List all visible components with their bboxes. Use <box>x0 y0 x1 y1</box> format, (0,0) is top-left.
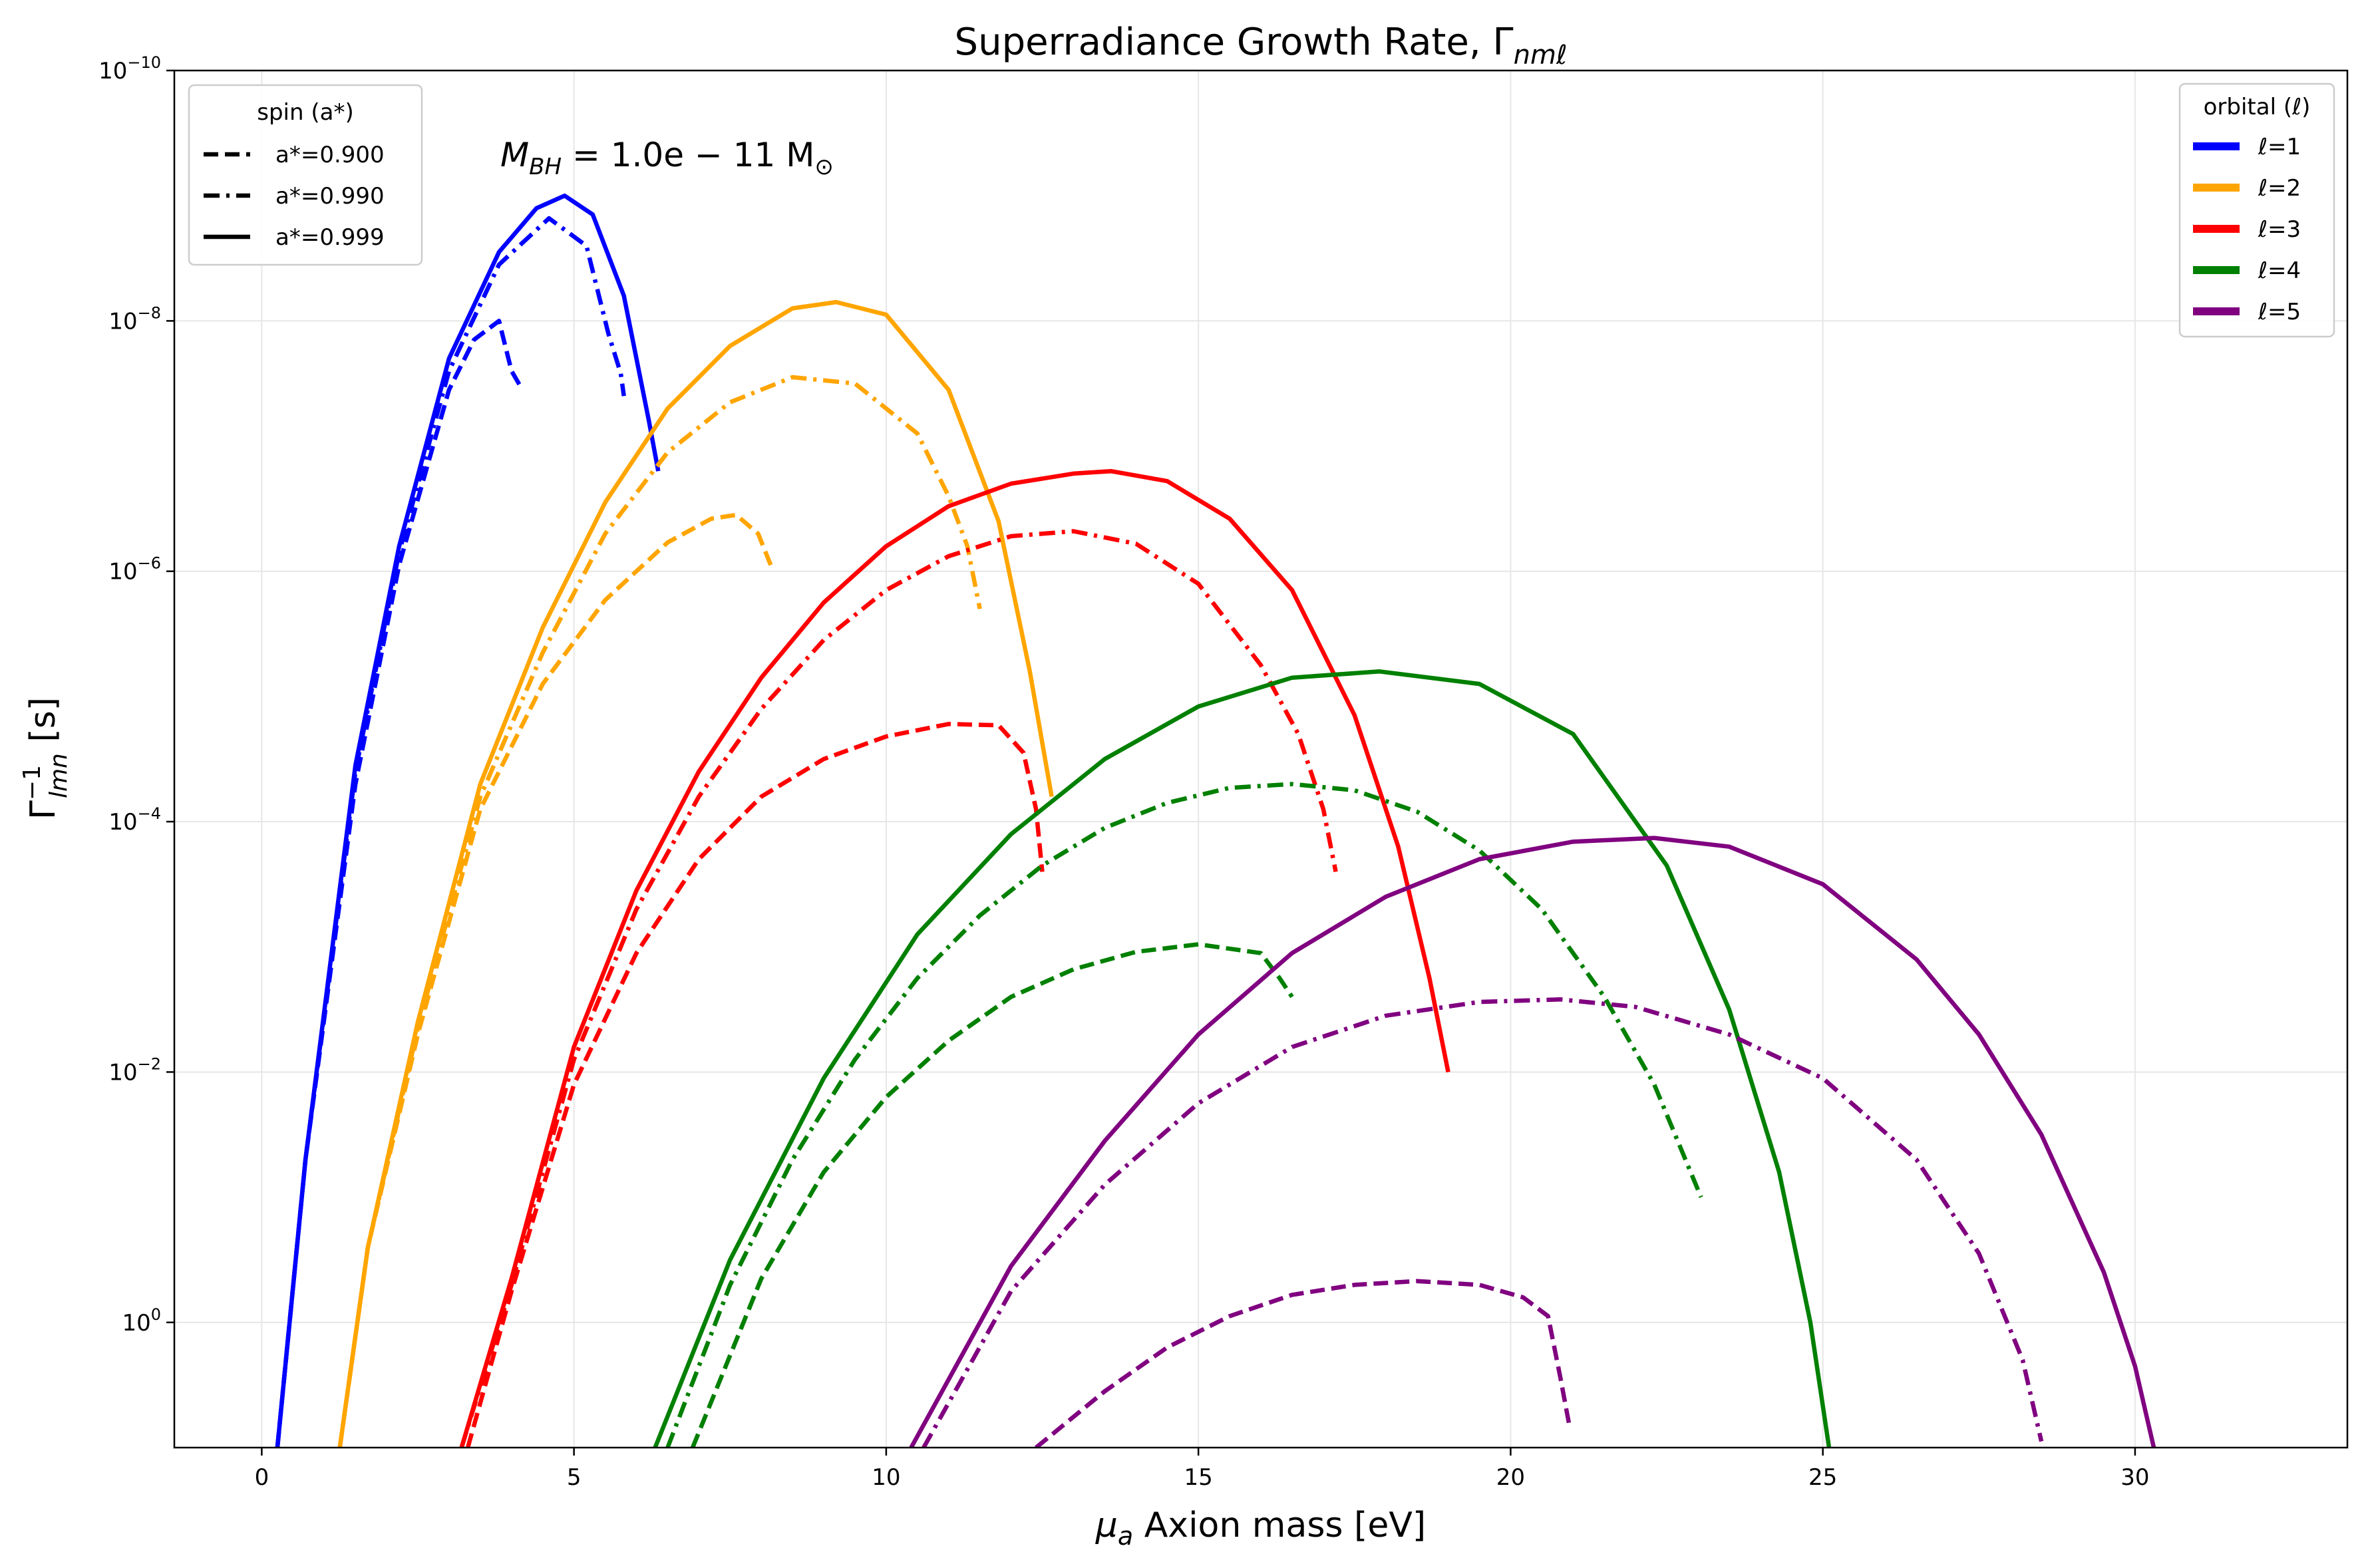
x-tick-label: 10 <box>872 1464 900 1491</box>
x-axis-label-text: Axion mass [eV] <box>1133 1505 1426 1545</box>
series-line-l2-spin-solid <box>337 299 1054 1448</box>
series-line-l5-spin-solid <box>909 836 2156 1448</box>
mass-annotation-sun: ⊙ <box>814 154 834 180</box>
mass-annotation-subscript: BH <box>529 154 562 180</box>
legend-spin-title: spin (a*) <box>257 99 353 126</box>
x-tick-label: 15 <box>1184 1464 1213 1491</box>
x-tick-label: 0 <box>255 1464 269 1491</box>
series-line-l5-spin-dashed <box>1035 1279 1572 1448</box>
x-axis-ticks: 0 5 10 15 20 25 30 <box>255 1448 2150 1491</box>
series-line-l4-spin-solid <box>653 669 1832 1448</box>
x-tick-label: 25 <box>1808 1464 1837 1491</box>
legend-orbital-label: ℓ=4 <box>2258 257 2301 284</box>
x-axis-label: μa Axion mass [eV] <box>1095 1505 1426 1551</box>
y-tick-label: 10−8 <box>108 303 161 335</box>
legend-spin-label: a*=0.900 <box>275 142 385 168</box>
legend-orbital-label: ℓ=1 <box>2258 134 2301 160</box>
legend-spin-label: a*=0.999 <box>275 224 385 251</box>
series-line-l5-spin-dashdot <box>922 997 2044 1448</box>
legend-orbital-label: ℓ=3 <box>2258 216 2301 243</box>
y-axis-label-symbol: Γ <box>23 800 63 820</box>
legend-spin: spin (a*) a*=0.900 a*=0.990 a*=0.999 <box>188 84 423 266</box>
series-line-l4-spin-dashed <box>690 942 1294 1448</box>
legend-orbital-label: ℓ=5 <box>2258 299 2301 325</box>
series-line-l4-spin-dashdot <box>665 782 1703 1448</box>
legend-spin-label: a*=0.990 <box>275 183 385 210</box>
y-tick-label: 10−10 <box>98 53 161 84</box>
x-tick-label: 30 <box>2120 1464 2149 1491</box>
legend-orbital-title: orbital (ℓ) <box>2204 94 2311 120</box>
series-line-l3-spin-dashed <box>465 722 1045 1448</box>
x-axis-label-symbol: μ <box>1095 1505 1118 1545</box>
plot-area <box>275 193 2156 1448</box>
chart-title-subscript: nmℓ <box>1514 40 1568 71</box>
mass-annotation: MBH = 1.0e − 11 M⊙ <box>500 136 834 180</box>
y-tick-label: 10−2 <box>108 1054 161 1086</box>
y-axis-ticks: 10−10 10−8 10−6 10−4 10−2 100 <box>98 53 174 1336</box>
legend-orbital-box <box>2178 82 2335 338</box>
series-line-l3-spin-dashdot <box>459 529 1338 1448</box>
x-tick-label: 5 <box>567 1464 582 1491</box>
x-axis-label-subscript: a <box>1118 1521 1133 1551</box>
series-line-l3-spin-solid <box>459 468 1450 1448</box>
y-axis-label-superscript: −1 <box>19 765 46 800</box>
y-axis-label: Γ−1lmn [s] <box>19 697 73 820</box>
x-tick-label: 20 <box>1496 1464 1525 1491</box>
chart-title: Superradiance Growth Rate, Γnmℓ <box>955 21 1568 71</box>
plot-frame <box>173 69 2349 1449</box>
mass-annotation-text: = 1.0e − 11 M <box>562 136 814 174</box>
series-line-l1-spin-dashdot <box>275 216 626 1448</box>
series-line-l1-spin-solid <box>275 193 661 1448</box>
legend-spin-box <box>188 84 423 266</box>
y-axis-label-text: [s] <box>23 697 63 753</box>
legend-orbital: orbital (ℓ) ℓ=1 ℓ=2 ℓ=3 ℓ=4 ℓ=5 <box>2178 82 2335 338</box>
y-axis-label-subscript: lmn <box>45 753 73 798</box>
y-tick-label: 10−6 <box>108 554 161 585</box>
y-tick-label: 10−4 <box>108 804 161 836</box>
mass-annotation-symbol: M <box>500 136 529 174</box>
legend-orbital-label: ℓ=2 <box>2258 175 2301 202</box>
chart-title-main: Superradiance Growth Rate, Γ <box>955 21 1514 64</box>
y-tick-label: 100 <box>122 1305 161 1336</box>
